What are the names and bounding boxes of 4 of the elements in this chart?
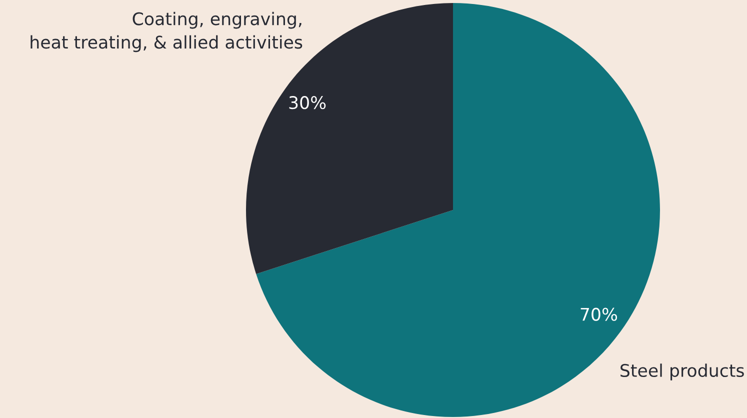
data-label: 70% xyxy=(580,308,618,321)
slice-label: Steel products xyxy=(620,364,744,380)
data-label: 30% xyxy=(289,96,326,110)
slice-label: Coating, engraving, heat treating, & allied activities xyxy=(30,12,302,52)
